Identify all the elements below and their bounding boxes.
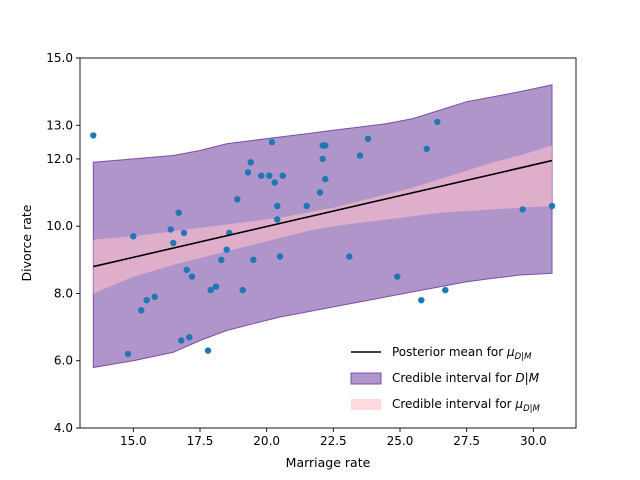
x-tick-label: 25.0 — [387, 434, 414, 448]
data-point — [167, 226, 174, 233]
data-point — [250, 256, 257, 263]
legend-entry-label: Credible interval for μD|M — [392, 397, 540, 414]
legend-entry-label: Posterior mean for μD|M — [392, 345, 532, 362]
data-point — [394, 273, 401, 280]
data-point — [138, 307, 145, 314]
credible-interval-mu-area — [93, 145, 553, 294]
x-tick-label: 17.5 — [187, 434, 214, 448]
data-point — [151, 293, 158, 300]
data-point — [239, 286, 246, 294]
data-point — [258, 172, 265, 179]
y-tick-label: 13.0 — [46, 118, 73, 132]
data-point — [322, 175, 329, 183]
data-point — [442, 286, 449, 294]
legend: Posterior mean for μD|M Credible interval… — [350, 345, 540, 414]
data-point — [548, 202, 556, 210]
data-point — [274, 202, 281, 210]
x-axis: 15.0 17.5 20.0 22.5 25.0 27.5 30.0 — [120, 428, 547, 448]
y-axis-label: Divorce rate — [19, 204, 34, 281]
legend-swatch-mu-band — [351, 399, 381, 410]
data-point — [434, 118, 441, 126]
data-point — [186, 334, 193, 341]
data-point — [266, 172, 273, 179]
data-point — [188, 273, 196, 280]
x-tick-label: 20.0 — [253, 434, 280, 448]
data-point — [218, 256, 225, 263]
posterior-mean-path — [93, 159, 553, 268]
y-tick-label: 15.0 — [46, 51, 73, 65]
y-tick-label: 8.0 — [54, 286, 73, 300]
data-point — [271, 179, 278, 186]
data-point — [303, 202, 310, 210]
data-point — [223, 246, 230, 253]
x-tick-label: 27.5 — [453, 434, 480, 448]
data-point — [143, 297, 150, 304]
data-point — [276, 253, 284, 260]
data-point — [364, 135, 372, 142]
data-point — [244, 169, 252, 176]
data-point — [268, 138, 276, 146]
data-point — [247, 159, 254, 166]
data-point — [234, 196, 241, 203]
plot-frame — [79, 57, 577, 429]
y-axis: 4.0 6.0 8.0 10.0 12.0 13.0 15.0 — [46, 51, 80, 435]
data-point — [279, 172, 286, 179]
data-point — [178, 337, 185, 344]
legend-entry-label: Credible interval for D|M — [392, 371, 540, 385]
data-point — [170, 239, 177, 247]
data-point — [124, 350, 132, 358]
legend-swatch-d-band — [350, 372, 382, 385]
data-point — [423, 145, 430, 152]
observed-points — [90, 118, 556, 358]
data-point — [519, 206, 526, 213]
data-point — [204, 347, 212, 354]
data-point — [180, 229, 188, 237]
data-point — [207, 286, 214, 294]
x-tick-label: 22.5 — [320, 434, 347, 448]
data-point — [90, 132, 97, 139]
data-point — [183, 266, 190, 274]
y-tick-label: 6.0 — [54, 354, 73, 368]
data-point — [212, 283, 220, 290]
data-point — [356, 152, 364, 159]
x-tick-label: 15.0 — [120, 434, 147, 448]
data-point — [175, 209, 182, 216]
data-point — [316, 189, 324, 196]
data-point — [130, 233, 137, 240]
data-point — [322, 142, 329, 149]
x-axis-label: Marriage rate — [286, 455, 371, 470]
data-point — [319, 155, 326, 163]
posterior-mean-line — [93, 159, 553, 268]
data-point — [418, 297, 425, 304]
y-tick-label: 10.0 — [46, 219, 73, 233]
credible-interval-mu-band — [93, 145, 553, 294]
data-point — [274, 216, 281, 223]
data-point — [346, 253, 353, 260]
y-tick-label: 4.0 — [54, 421, 73, 435]
x-tick-label: 30.0 — [520, 434, 547, 448]
y-tick-label: 12.0 — [46, 152, 73, 166]
